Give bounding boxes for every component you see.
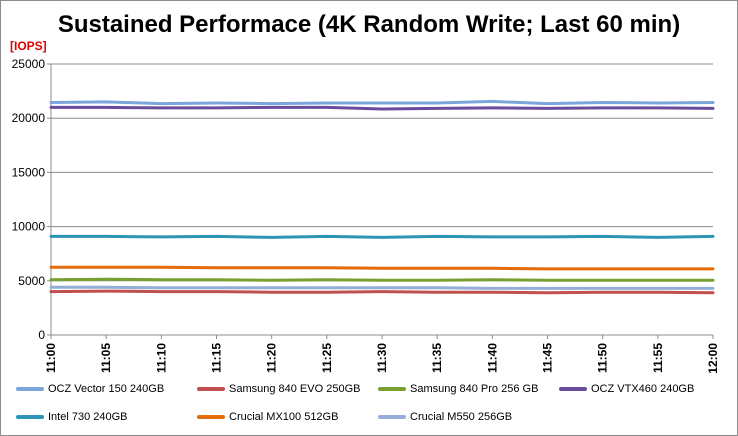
series-line bbox=[49, 105, 715, 111]
x-tick-label: 12:00 bbox=[706, 343, 720, 374]
x-tick-label: 11:50 bbox=[596, 343, 610, 373]
x-tick-label: 11:10 bbox=[154, 343, 168, 373]
y-tick-label: 20000 bbox=[12, 111, 46, 125]
series-line bbox=[49, 265, 715, 271]
y-tick-label: 10000 bbox=[12, 220, 46, 234]
series-line bbox=[49, 277, 715, 282]
x-tick-label: 11:45 bbox=[541, 343, 555, 373]
x-tick-label: 11:15 bbox=[210, 343, 224, 373]
x-tick-label: 11:35 bbox=[430, 343, 444, 373]
series-line bbox=[49, 285, 715, 290]
x-tick-label: 11:55 bbox=[651, 343, 665, 373]
x-tick-label: 11:25 bbox=[320, 343, 334, 373]
series-line bbox=[49, 99, 715, 106]
y-tick-label: 5000 bbox=[18, 274, 45, 288]
chart-title: Sustained Performace (4K Random Write; L… bbox=[57, 11, 681, 38]
y-tick-label: 15000 bbox=[12, 165, 46, 179]
y-axis-unit-label: [IOPS] bbox=[10, 39, 47, 53]
x-tick-label: 11:30 bbox=[375, 343, 389, 373]
x-tick-label: 11:20 bbox=[265, 343, 279, 373]
y-tick-label: 25000 bbox=[12, 57, 46, 71]
series-line bbox=[49, 234, 715, 239]
x-tick-label: 11:05 bbox=[99, 343, 113, 373]
x-tick-label: 11:00 bbox=[44, 343, 58, 373]
x-tick-label: 11:40 bbox=[485, 343, 499, 373]
series-line bbox=[49, 289, 715, 295]
y-tick-label: 0 bbox=[38, 328, 45, 342]
